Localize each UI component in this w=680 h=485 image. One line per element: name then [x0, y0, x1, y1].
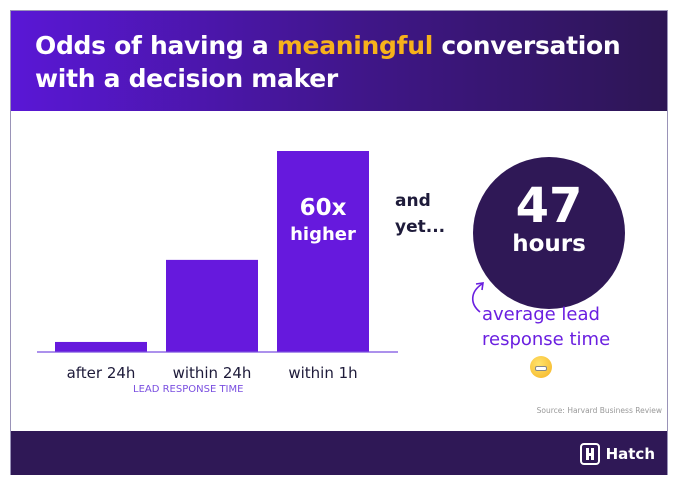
- x-axis-title: LEAD RESPONSE TIME: [133, 384, 244, 395]
- header-banner: Odds of having a meaningful conversation…: [11, 11, 667, 111]
- average-caption: average lead response time: [482, 302, 610, 352]
- caption-line-2: response time: [482, 329, 611, 350]
- hatch-logo-icon: [579, 443, 600, 465]
- yet-text: yet...: [395, 217, 446, 237]
- and-text: and: [395, 191, 431, 211]
- curved-arrow-icon: [471, 282, 484, 313]
- category-label: within 24h: [173, 364, 252, 382]
- bar: [166, 259, 258, 352]
- caption-line-1: average lead: [482, 304, 600, 325]
- brand-name: Hatch: [605, 445, 655, 463]
- grimacing-face-icon: [530, 356, 552, 378]
- footer-banner: Hatch: [11, 431, 667, 475]
- hours-circle: 47 hours: [473, 157, 625, 309]
- hatch-logo: Hatch: [579, 443, 655, 465]
- title-text-end: conversation with a decision maker: [35, 31, 621, 93]
- page-title: Odds of having a meaningful conversation…: [35, 29, 667, 95]
- hours-unit: hours: [512, 231, 586, 257]
- bar-annotation-text: higher: [290, 224, 356, 245]
- bar-annotation-value: 60x: [300, 195, 347, 221]
- category-label: within 1h: [288, 364, 357, 382]
- title-text: Odds of having a: [35, 31, 277, 60]
- title-highlight: meaningful: [276, 31, 433, 60]
- bar: [277, 151, 369, 352]
- source-note: Source: Harvard Business Review: [536, 406, 662, 415]
- hours-number: 47: [515, 178, 583, 234]
- bar: [55, 341, 147, 352]
- category-label: after 24h: [67, 364, 136, 382]
- and-yet-text: and yet...: [395, 188, 445, 240]
